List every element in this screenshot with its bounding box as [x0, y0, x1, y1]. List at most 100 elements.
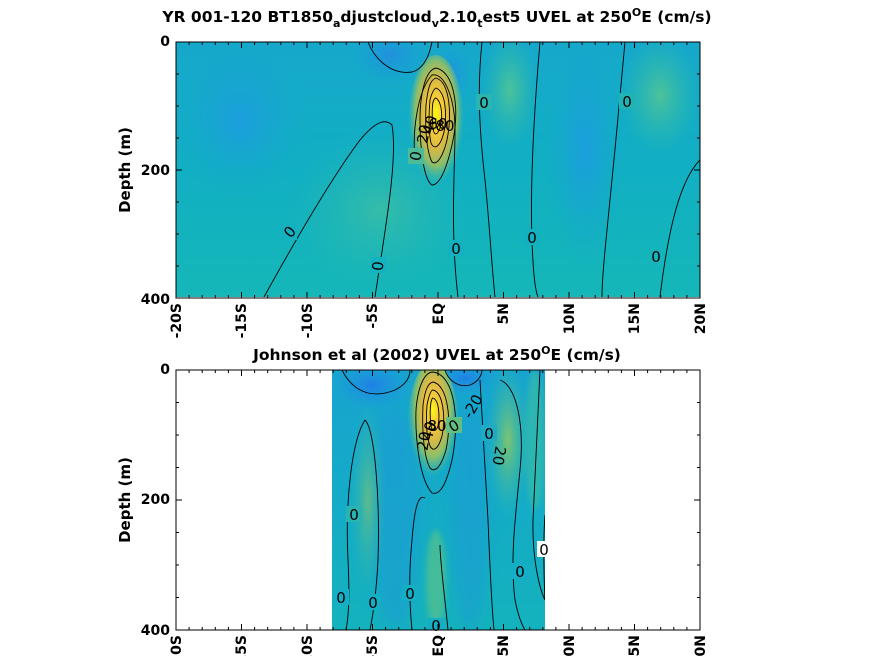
contour-label: 0 [622, 93, 632, 111]
contour-label: 20 [413, 430, 434, 452]
panel-bottom-field [332, 370, 545, 630]
x-tick-label: 20N [693, 635, 709, 656]
pos-zone [482, 42, 538, 150]
x-tick-label: 15N [627, 635, 643, 656]
panel-bottom-contours [341, 370, 545, 630]
panel-bottom-x-ticklabels: -20S -15S -10S -5S EQ 5N 10N 15N 20N [169, 635, 709, 656]
x-tick-label: EQ [431, 303, 447, 325]
contour-line [425, 77, 450, 164]
neg-zone [350, 42, 430, 85]
contour-line [345, 419, 366, 630]
contour-label: 0 [349, 506, 359, 524]
contour-label: 40 [419, 113, 441, 136]
contour-line [428, 87, 446, 148]
pos-zone [620, 42, 700, 155]
contour-line [415, 371, 457, 494]
contour-line [426, 389, 445, 450]
panel-top-y-ticklabels: 0 200 400 [141, 34, 170, 308]
contour-line [531, 42, 541, 297]
y-tick-label: 400 [141, 292, 170, 308]
contour-line [341, 370, 411, 395]
contour-label: 0 [479, 94, 489, 112]
contour-label: 80 [435, 117, 454, 135]
panel-top: YR 001-120 BT1850adjustcloudv2.10test5 U… [116, 6, 712, 338]
contour-label: 60 [428, 115, 447, 133]
panel-top-contours [263, 42, 700, 297]
contour-label: 0 [405, 585, 415, 603]
contour-line [444, 370, 483, 387]
panel-top-x-ticklabels: -20S -15S -10S -5S EQ 5N 10N 15N 20N [169, 303, 709, 338]
contour-line [413, 74, 459, 297]
contour-line [429, 397, 440, 431]
x-tick-label: -10S [300, 635, 316, 656]
neg-zone [332, 370, 412, 410]
contour-line [263, 121, 394, 297]
y-tick-label: 0 [160, 362, 170, 378]
contour-line [479, 379, 495, 630]
contour-label: 80 [427, 417, 446, 435]
contour-label: 0 [484, 425, 494, 443]
x-tick-label: -10S [300, 303, 316, 338]
panel-bottom-x-ticks [175, 369, 701, 631]
contour-label: 0 [451, 240, 461, 258]
x-tick-label: 5N [496, 303, 512, 324]
contour-line [364, 419, 379, 630]
panel-top-x-ticks [175, 41, 701, 299]
contour-label: 0 [431, 617, 441, 635]
x-tick-label: -20S [169, 635, 185, 656]
neg-zone [452, 410, 488, 630]
contour-line [659, 159, 700, 297]
contour-label: 0 [406, 150, 425, 163]
panel-bottom-contour-labels: -20 20 0 0 0 0 0 0 0 0 0 20 40 80 [333, 391, 551, 635]
contour-line [499, 379, 526, 630]
contour-line [431, 97, 443, 135]
contour-label: 0 [369, 260, 388, 271]
y-tick-label: 200 [141, 163, 170, 179]
x-tick-label: 20N [693, 303, 709, 334]
x-tick-label: 5N [496, 635, 512, 656]
contour-label: 20 [413, 123, 434, 145]
x-tick-label: -5S [365, 303, 381, 329]
jet-core [407, 370, 459, 498]
x-tick-label: EQ [431, 635, 447, 656]
x-tick-label: -20S [169, 303, 185, 338]
contour-line [478, 42, 496, 297]
contour-label: 0 [527, 229, 537, 247]
x-tick-label: 10N [562, 635, 578, 656]
y-tick-label: 0 [160, 34, 170, 50]
pos-zone [525, 370, 545, 510]
panel-bottom-y-axis-label: Depth (m) [116, 457, 134, 543]
neg-zone [176, 42, 310, 200]
y-tick-label: 200 [141, 492, 170, 508]
contour-line [367, 42, 433, 73]
contour-label: 0 [651, 248, 661, 266]
x-tick-label: 15N [627, 303, 643, 334]
panel-top-field [176, 42, 700, 297]
contour-line [543, 514, 545, 601]
panel-top-y-axis-label: Depth (m) [116, 127, 134, 213]
panel-bottom: Johnson et al (2002) UVEL at 250OE (cm/s… [116, 344, 709, 656]
x-tick-label: -15S [234, 303, 250, 338]
contour-label: 0 [539, 541, 549, 559]
contour-line [439, 544, 449, 630]
contour-line [422, 381, 450, 471]
contour-label: 40 [418, 419, 440, 442]
panel-top-contour-labels: 0 0 0 0 0 0 0 0 20 40 60 80 [280, 93, 664, 273]
y-tick-label: 400 [141, 623, 170, 639]
pos-zone [426, 530, 446, 630]
panel-bottom-y-ticklabels: 0 200 400 [141, 362, 170, 639]
pos-zone [350, 400, 386, 600]
contour-label: 20 [488, 445, 509, 467]
contour-label: 0 [336, 589, 346, 607]
panel-top-title: YR 001-120 BT1850adjustcloudv2.10test5 U… [161, 6, 711, 30]
x-tick-label: 10N [562, 303, 578, 334]
contour-line [419, 67, 457, 186]
contour-label: 0 [368, 594, 378, 612]
contour-line [532, 370, 545, 601]
neg-zone [545, 42, 625, 270]
x-tick-label: -5S [365, 635, 381, 656]
x-tick-label: -15S [234, 635, 250, 656]
contour-label: 0 [515, 563, 525, 581]
panel-bottom-title: Johnson et al (2002) UVEL at 250OE (cm/s… [252, 344, 621, 364]
